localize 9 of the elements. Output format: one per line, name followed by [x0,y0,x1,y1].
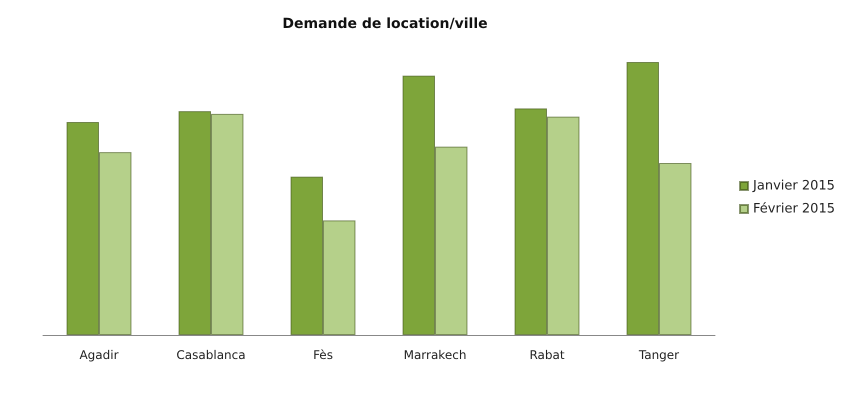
x-tick-label: Casablanca [176,348,246,362]
x-tick-label: Fès [313,348,333,362]
x-tick-label: Marrakech [404,348,466,362]
chart-title: Demande de location/ville [282,16,488,32]
x-tick-label: Rabat [529,348,565,362]
legend-label: Février 2015 [753,202,836,216]
x-tick-label: Tanger [638,348,680,362]
legend-label: Janvier 2015 [752,178,835,194]
x-tick-label: Agadir [79,348,119,362]
